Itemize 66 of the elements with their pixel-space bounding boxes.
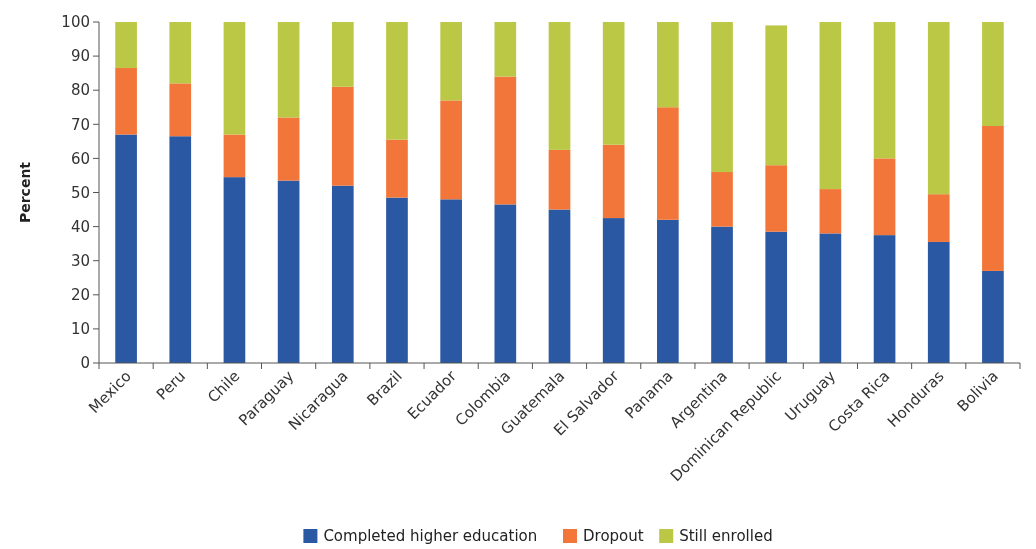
bar xyxy=(657,22,679,108)
bar xyxy=(494,22,517,77)
bar xyxy=(819,233,842,363)
bar xyxy=(657,219,679,363)
bar xyxy=(169,136,192,363)
y-tick-label: 50 xyxy=(70,183,90,202)
bar xyxy=(873,235,896,363)
bar xyxy=(331,185,354,363)
y-tick-label: 80 xyxy=(70,81,90,100)
bar xyxy=(169,22,192,84)
bar xyxy=(386,197,408,363)
bar xyxy=(873,22,896,159)
bar xyxy=(386,139,408,198)
bar xyxy=(927,241,950,363)
legend-label: Completed higher education xyxy=(323,527,538,545)
bar xyxy=(711,226,733,363)
bar xyxy=(711,22,733,173)
bar xyxy=(277,117,300,181)
y-tick-label: 70 xyxy=(70,115,90,134)
bar xyxy=(115,68,137,135)
legend-label: Still enrolled xyxy=(679,527,773,545)
bar xyxy=(494,204,517,363)
bar xyxy=(115,134,137,363)
bar xyxy=(331,86,354,186)
bar xyxy=(982,270,1004,363)
bar xyxy=(765,25,788,166)
y-tick-label: 30 xyxy=(70,251,90,270)
bar xyxy=(819,189,842,234)
y-tick-label: 90 xyxy=(70,47,90,66)
bar xyxy=(602,144,625,219)
bar xyxy=(765,165,788,232)
bar xyxy=(277,22,300,118)
bar xyxy=(927,22,950,195)
bar xyxy=(982,22,1004,127)
bar xyxy=(331,22,354,87)
bar xyxy=(548,209,571,363)
bar xyxy=(223,22,246,135)
bar xyxy=(982,126,1004,271)
y-tick-label: 10 xyxy=(70,320,90,339)
bar xyxy=(169,83,192,137)
bar xyxy=(819,22,842,190)
bar xyxy=(602,218,625,363)
y-tick-label: 40 xyxy=(70,217,90,236)
y-tick-label: 60 xyxy=(70,149,90,168)
y-tick-label: 0 xyxy=(80,354,90,373)
bar xyxy=(440,100,462,200)
bar xyxy=(440,199,462,363)
bar xyxy=(657,107,679,220)
bar xyxy=(927,194,950,242)
bar xyxy=(711,172,733,227)
bar xyxy=(765,231,788,363)
bar xyxy=(548,22,571,150)
legend-label: Dropout xyxy=(583,527,644,545)
bar xyxy=(440,22,462,101)
bar xyxy=(223,177,246,363)
bar xyxy=(548,149,571,210)
bar xyxy=(277,180,300,363)
bar xyxy=(223,134,246,178)
bar xyxy=(115,22,137,69)
bar xyxy=(873,158,896,236)
y-axis-title: Percent xyxy=(17,161,33,224)
bar xyxy=(386,22,408,140)
y-tick-label: 20 xyxy=(70,286,90,305)
bar xyxy=(494,76,517,205)
y-tick-label: 100 xyxy=(61,13,90,32)
bar xyxy=(602,22,625,145)
